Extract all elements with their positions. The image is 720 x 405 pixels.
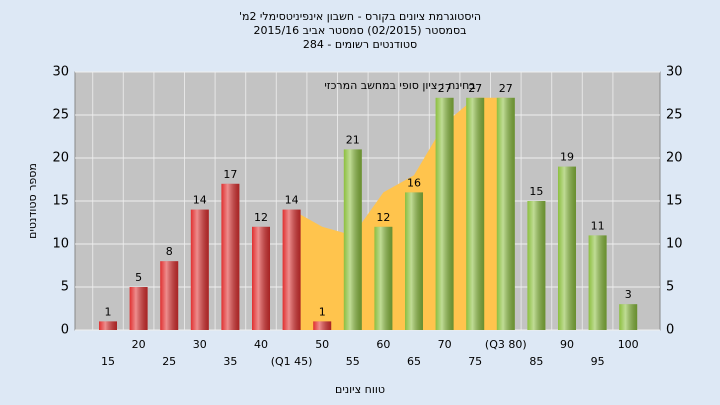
data-label: 16 — [407, 176, 421, 189]
x-tick-label: 90 — [560, 338, 574, 351]
y2-tick-label: 5 — [666, 280, 674, 295]
y-tick-label: 25 — [52, 108, 69, 123]
data-label: 27 — [468, 82, 482, 95]
data-label: 14 — [193, 194, 207, 207]
bar-shine — [190, 209, 209, 330]
y-tick-label: 5 — [61, 280, 69, 295]
bar-shine — [160, 261, 179, 330]
y-axis-label: מספר סטודנטים — [26, 163, 39, 239]
y2-tick-label: 20 — [666, 151, 683, 166]
x-tick-label: 30 — [193, 338, 207, 351]
x-axis-label: טווח ציונים — [335, 383, 385, 396]
chart-subtitle: בסמסטר (02/2015) סמסטר אביב 2015/16 — [253, 24, 466, 37]
bar-shine — [435, 97, 454, 330]
bar-shine — [313, 321, 332, 330]
data-label: 15 — [529, 185, 543, 198]
y-tick-label: 15 — [52, 194, 69, 209]
x-tick-label: 15 — [101, 355, 115, 368]
bar-shine — [99, 321, 117, 330]
x-tick-label: 85 — [529, 355, 543, 368]
data-label: 14 — [285, 194, 299, 207]
y2-tick-label: 30 — [666, 65, 683, 80]
x-tick-label: 20 — [132, 338, 146, 351]
x-tick-label: 70 — [438, 338, 452, 351]
bar-shine — [588, 235, 607, 330]
data-label: 17 — [223, 168, 237, 181]
x-tick-label: 65 — [407, 355, 421, 368]
x-tick-label: 95 — [591, 355, 605, 368]
data-label: 19 — [560, 151, 574, 164]
data-label: 21 — [346, 133, 360, 146]
chart-subtitle: סטודנטים רשומים - 284 — [303, 38, 417, 51]
bar-shine — [558, 166, 576, 330]
annotation: בחינה : ציון סופי במחשב המרכזי — [324, 79, 475, 92]
y-tick-label: 10 — [52, 237, 69, 252]
x-tick-label: 55 — [346, 355, 360, 368]
x-tick-label: 100 — [618, 338, 639, 351]
chart-title: היסטוגרמת ציונים בקורס - חשבון אינפיניטס… — [239, 10, 481, 23]
y2-tick-label: 25 — [666, 108, 683, 123]
bar-shine — [466, 97, 485, 330]
data-label: 12 — [376, 211, 390, 224]
y-tick-label: 30 — [52, 65, 69, 80]
x-tick-label: 35 — [223, 355, 237, 368]
bar-shine — [374, 226, 393, 330]
x-tick-label: (Q3 80) — [485, 338, 527, 351]
x-tick-label: 50 — [315, 338, 329, 351]
y2-tick-label: 15 — [666, 194, 683, 209]
bar-shine — [343, 149, 362, 330]
x-tick-label: 75 — [468, 355, 482, 368]
data-label: 3 — [625, 288, 632, 301]
bar-shine — [405, 192, 423, 330]
data-label: 11 — [591, 219, 605, 232]
data-label: 1 — [319, 305, 326, 318]
x-tick-label: 60 — [376, 338, 390, 351]
y-tick-label: 0 — [61, 323, 69, 338]
y2-tick-label: 10 — [666, 237, 683, 252]
bar-shine — [527, 201, 546, 330]
data-label: 8 — [166, 245, 173, 258]
x-tick-label: 25 — [162, 355, 176, 368]
data-label: 27 — [438, 82, 452, 95]
bar-shine — [129, 287, 148, 330]
x-tick-label: (Q1 45) — [271, 355, 313, 368]
data-label: 5 — [135, 271, 142, 284]
bar-shine — [252, 226, 270, 330]
bar-shine — [619, 304, 638, 330]
bar-shine — [496, 97, 515, 330]
y2-tick-label: 0 — [666, 323, 674, 338]
bar-shine — [282, 209, 301, 330]
y-tick-label: 20 — [52, 151, 69, 166]
bar-shine — [221, 183, 240, 330]
data-label: 12 — [254, 211, 268, 224]
data-label: 27 — [499, 82, 513, 95]
x-tick-label: 40 — [254, 338, 268, 351]
data-label: 1 — [105, 305, 112, 318]
